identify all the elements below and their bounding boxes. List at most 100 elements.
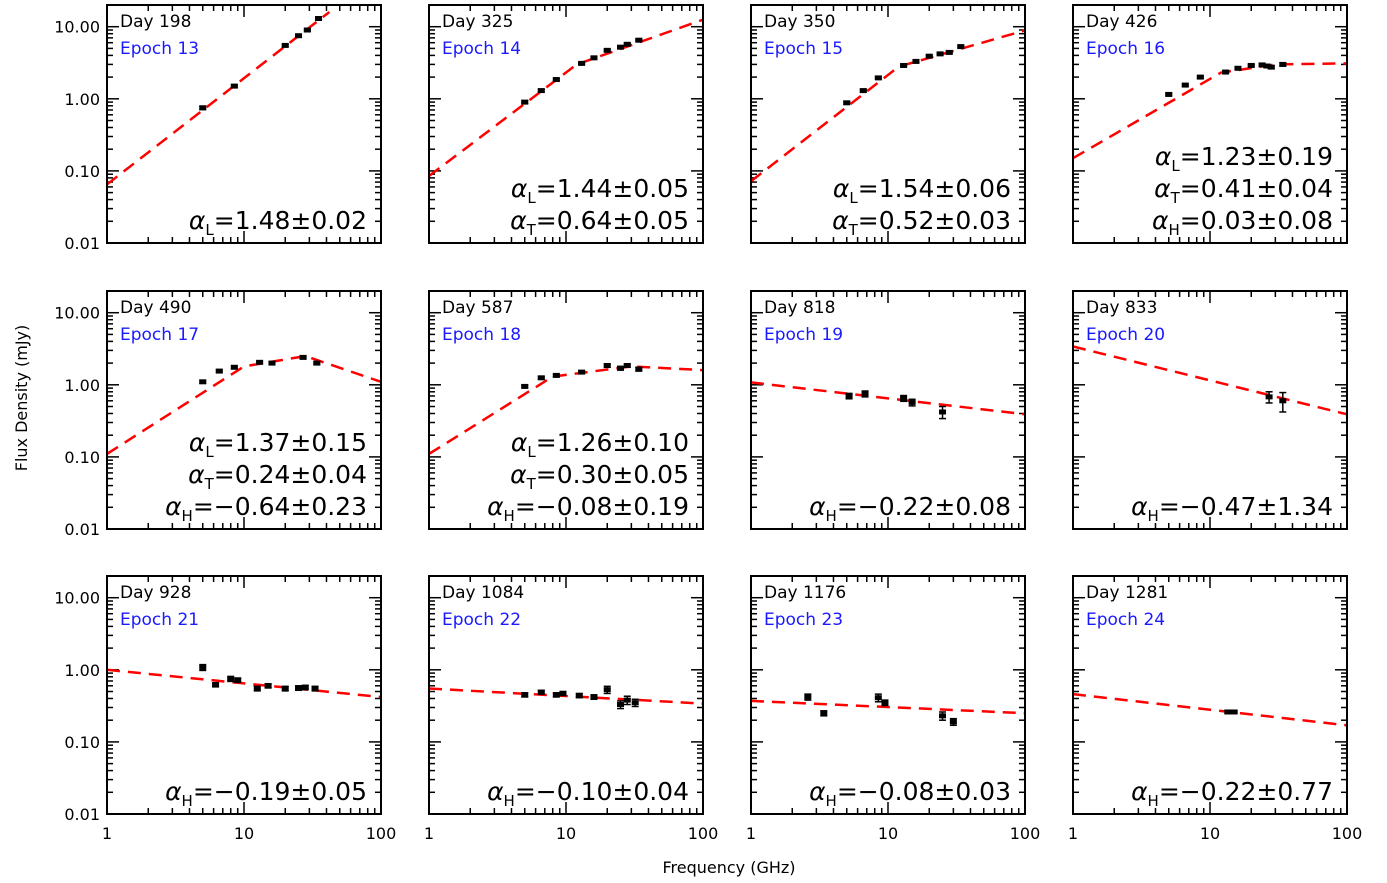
data-point bbox=[299, 354, 307, 360]
data-point bbox=[1279, 61, 1287, 67]
epoch-label: Epoch 21 bbox=[120, 610, 199, 630]
data-point bbox=[315, 15, 323, 21]
x-tick-label: 1 bbox=[102, 824, 112, 843]
data-point bbox=[843, 100, 851, 106]
x-tick-label: 10 bbox=[1200, 824, 1220, 843]
data-point bbox=[1181, 82, 1189, 88]
panel-6: Day 587 Epoch 18 αL=1.26±0.10αT=0.30±0.05α… bbox=[428, 290, 704, 530]
data-point bbox=[552, 692, 560, 698]
data-point bbox=[1224, 709, 1232, 715]
data-point bbox=[303, 27, 311, 33]
panel-4: Day 426 Epoch 16 αL=1.23±0.19αT=0.41±0.04α… bbox=[1072, 4, 1348, 244]
data-point bbox=[635, 366, 643, 372]
data-point bbox=[939, 409, 947, 415]
y-tick-label: 10.00 bbox=[54, 589, 100, 608]
data-point bbox=[1222, 69, 1230, 75]
fit-line bbox=[429, 18, 703, 177]
data-point bbox=[578, 60, 586, 66]
data-point bbox=[949, 719, 957, 725]
data-point bbox=[552, 77, 560, 83]
x-tick-label: 100 bbox=[1010, 824, 1041, 843]
data-point bbox=[295, 33, 303, 39]
data-point bbox=[253, 686, 261, 692]
data-point bbox=[199, 664, 207, 670]
data-point bbox=[281, 686, 289, 692]
data-point bbox=[537, 375, 545, 381]
panel-1: 0.01 0.10 1.00 10.00 Day 198 Epoch 13 αL=1.48±… bbox=[54, 4, 382, 253]
panel-frame bbox=[428, 4, 704, 244]
y-tick-label: 0.10 bbox=[64, 162, 100, 181]
data-point bbox=[1263, 63, 1271, 69]
epoch-label: Epoch 18 bbox=[442, 325, 521, 345]
fit-line bbox=[107, 668, 381, 699]
data-point bbox=[537, 689, 545, 695]
data-point bbox=[313, 360, 321, 366]
day-label: Day 490 bbox=[120, 298, 191, 318]
panels-group: 0.01 0.10 1.00 10.00 Day 198 Epoch 13 αL=1.48±… bbox=[54, 4, 1362, 843]
fit-line bbox=[107, 11, 331, 186]
data-point bbox=[957, 44, 965, 50]
data-point bbox=[199, 105, 207, 111]
panel-9: 1 10 100 0.01 0.10 1.00 10.00 Day 928 Epoch 21 αH… bbox=[54, 575, 396, 843]
data-point bbox=[301, 684, 309, 690]
epoch-label: Epoch 14 bbox=[442, 39, 521, 59]
panel-11: 1 10 100 Day 1176 Epoch 23 αH=−0.08±0.03 bbox=[746, 575, 1041, 843]
epoch-label: Epoch 20 bbox=[1086, 325, 1165, 345]
data-point bbox=[268, 360, 276, 366]
data-point bbox=[603, 47, 611, 53]
data-point bbox=[230, 364, 238, 370]
spectral-index-label: αL=1.37±0.15 bbox=[189, 428, 367, 461]
x-tick-label: 100 bbox=[688, 824, 719, 843]
fit-line bbox=[751, 29, 1025, 183]
x-tick-label: 10 bbox=[878, 824, 898, 843]
spectral-index-label: αL=1.44±0.05 bbox=[511, 174, 689, 207]
spectral-index-label: αT=0.52±0.03 bbox=[832, 206, 1011, 239]
epoch-label: Epoch 22 bbox=[442, 610, 521, 630]
data-point bbox=[1279, 398, 1287, 404]
epoch-label: Epoch 19 bbox=[764, 325, 843, 345]
fit-line bbox=[1073, 345, 1347, 416]
day-label: Day 833 bbox=[1086, 298, 1157, 318]
y-tick-label: 0.10 bbox=[64, 733, 100, 752]
panel-12: 1 10 100 Day 1281 Epoch 24 αH=−0.22±0.77 bbox=[1068, 575, 1362, 843]
data-point bbox=[617, 44, 625, 50]
panel-8: Day 833 Epoch 20 αH=−0.47±1.34 bbox=[1072, 290, 1348, 530]
panel-frame bbox=[106, 290, 382, 530]
spectral-index-label: αL=1.26±0.10 bbox=[511, 428, 689, 461]
x-tick-label: 1 bbox=[424, 824, 434, 843]
fit-line bbox=[1073, 692, 1347, 727]
data-point bbox=[861, 391, 869, 397]
data-point bbox=[1258, 62, 1266, 68]
data-point bbox=[925, 53, 933, 59]
data-point bbox=[939, 713, 947, 719]
panel-frame bbox=[106, 575, 382, 815]
data-point bbox=[859, 88, 867, 94]
data-point bbox=[623, 41, 631, 47]
data-point bbox=[1265, 394, 1273, 400]
data-point bbox=[227, 676, 235, 682]
panel-frame bbox=[750, 290, 1026, 530]
data-point bbox=[521, 383, 529, 389]
panel-frame bbox=[1072, 575, 1348, 815]
data-point bbox=[1234, 65, 1242, 71]
data-point bbox=[215, 368, 223, 374]
data-point bbox=[1247, 62, 1255, 68]
data-point bbox=[537, 88, 545, 94]
fit-line bbox=[751, 381, 1025, 416]
data-point bbox=[575, 693, 583, 699]
data-point bbox=[521, 99, 529, 105]
data-point bbox=[820, 710, 828, 716]
epoch-label: Epoch 16 bbox=[1086, 39, 1165, 59]
data-point bbox=[1196, 74, 1204, 80]
data-point bbox=[552, 372, 560, 378]
data-point bbox=[900, 62, 908, 68]
data-point bbox=[311, 686, 319, 692]
panel-frame bbox=[750, 4, 1026, 244]
y-tick-label: 10.00 bbox=[54, 304, 100, 323]
data-point bbox=[230, 83, 238, 89]
x-tick-label: 1 bbox=[746, 824, 756, 843]
y-tick-label: 1.00 bbox=[64, 661, 100, 680]
data-point bbox=[590, 694, 598, 700]
data-point bbox=[295, 685, 303, 691]
